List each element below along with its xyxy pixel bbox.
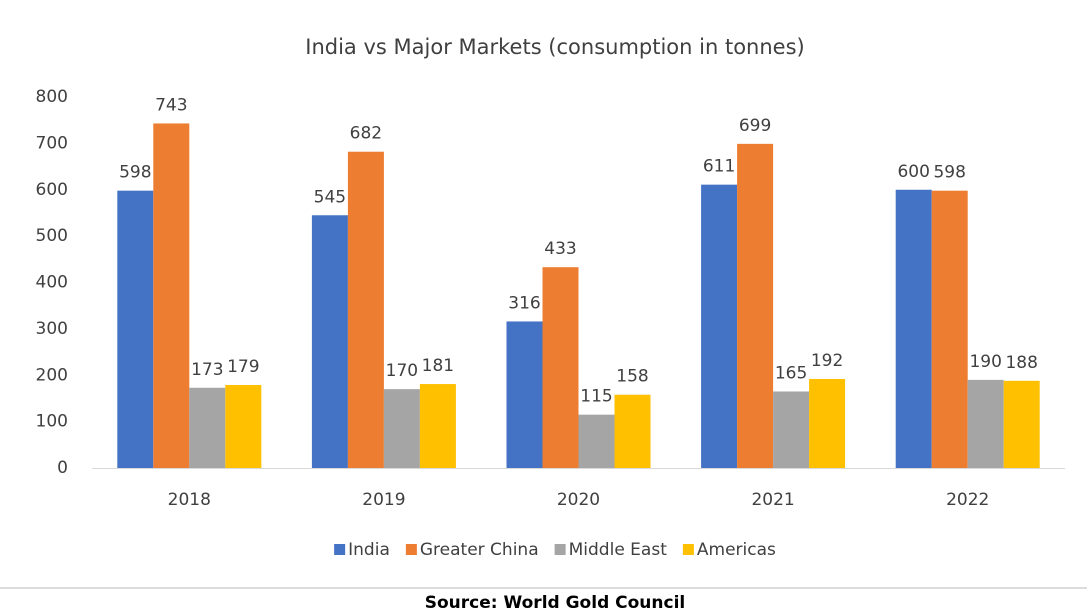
bar: [809, 378, 846, 468]
bar: [383, 389, 420, 468]
legend-swatch: [682, 544, 694, 555]
bar: [347, 151, 384, 468]
bar: [189, 387, 226, 468]
bar: [311, 215, 348, 468]
data-label: 181: [422, 356, 454, 376]
bar: [153, 123, 190, 468]
y-tick-label: 400: [36, 273, 68, 293]
legend-swatch: [554, 544, 566, 555]
data-label: 316: [508, 293, 540, 313]
y-tick-label: 500: [36, 226, 68, 246]
chart-title: India vs Major Markets (consumption in t…: [305, 35, 804, 59]
data-label: 600: [897, 162, 929, 182]
data-label: 190: [969, 352, 1001, 372]
y-tick-label: 0: [57, 458, 68, 478]
bar: [701, 184, 738, 468]
legend-label: Americas: [697, 540, 776, 560]
legend-label: India: [348, 540, 390, 560]
bar: [578, 414, 615, 468]
y-tick-label: 700: [36, 133, 68, 153]
bar: [614, 394, 651, 468]
data-label: 192: [811, 351, 843, 371]
legend-label: Greater China: [420, 540, 539, 560]
legend-swatch: [334, 544, 346, 555]
bar: [225, 384, 262, 468]
bar: [419, 384, 456, 468]
data-label: 173: [191, 360, 223, 380]
data-label: 598: [933, 163, 965, 183]
x-tick-label: 2021: [751, 490, 794, 510]
bar: [506, 321, 543, 468]
data-label: 743: [155, 95, 187, 115]
legend-swatch: [405, 544, 417, 555]
bar: [895, 189, 932, 468]
x-tick-label: 2019: [362, 490, 405, 510]
data-label: 699: [739, 116, 771, 136]
source: Source: World Gold Council: [425, 593, 686, 612]
data-label: 179: [227, 357, 259, 377]
y-tick-label: 100: [36, 412, 68, 432]
bar: [773, 391, 810, 468]
bar: [931, 190, 968, 469]
legend-label: Middle East: [569, 540, 668, 560]
x-tick-label: 2018: [168, 490, 211, 510]
data-label: 433: [544, 239, 576, 259]
y-tick-label: 200: [36, 365, 68, 385]
bar: [542, 267, 579, 468]
data-label: 188: [1005, 353, 1037, 373]
y-tick-label: 600: [36, 180, 68, 200]
data-label: 115: [580, 387, 612, 407]
bar: [967, 379, 1004, 468]
data-label: 598: [119, 163, 151, 183]
data-label: 165: [775, 363, 807, 383]
data-label: 170: [386, 361, 418, 381]
bar: [1003, 380, 1040, 468]
x-tick-label: 2020: [557, 490, 600, 510]
data-label: 158: [616, 367, 648, 387]
data-label: 682: [350, 124, 382, 144]
data-label: 611: [703, 157, 735, 177]
data-label: 545: [314, 187, 346, 207]
bar: [117, 190, 154, 469]
y-tick-label: 300: [36, 319, 68, 339]
x-tick-label: 2022: [946, 490, 989, 510]
bar: [737, 143, 774, 468]
y-tick-label: 800: [36, 87, 68, 107]
